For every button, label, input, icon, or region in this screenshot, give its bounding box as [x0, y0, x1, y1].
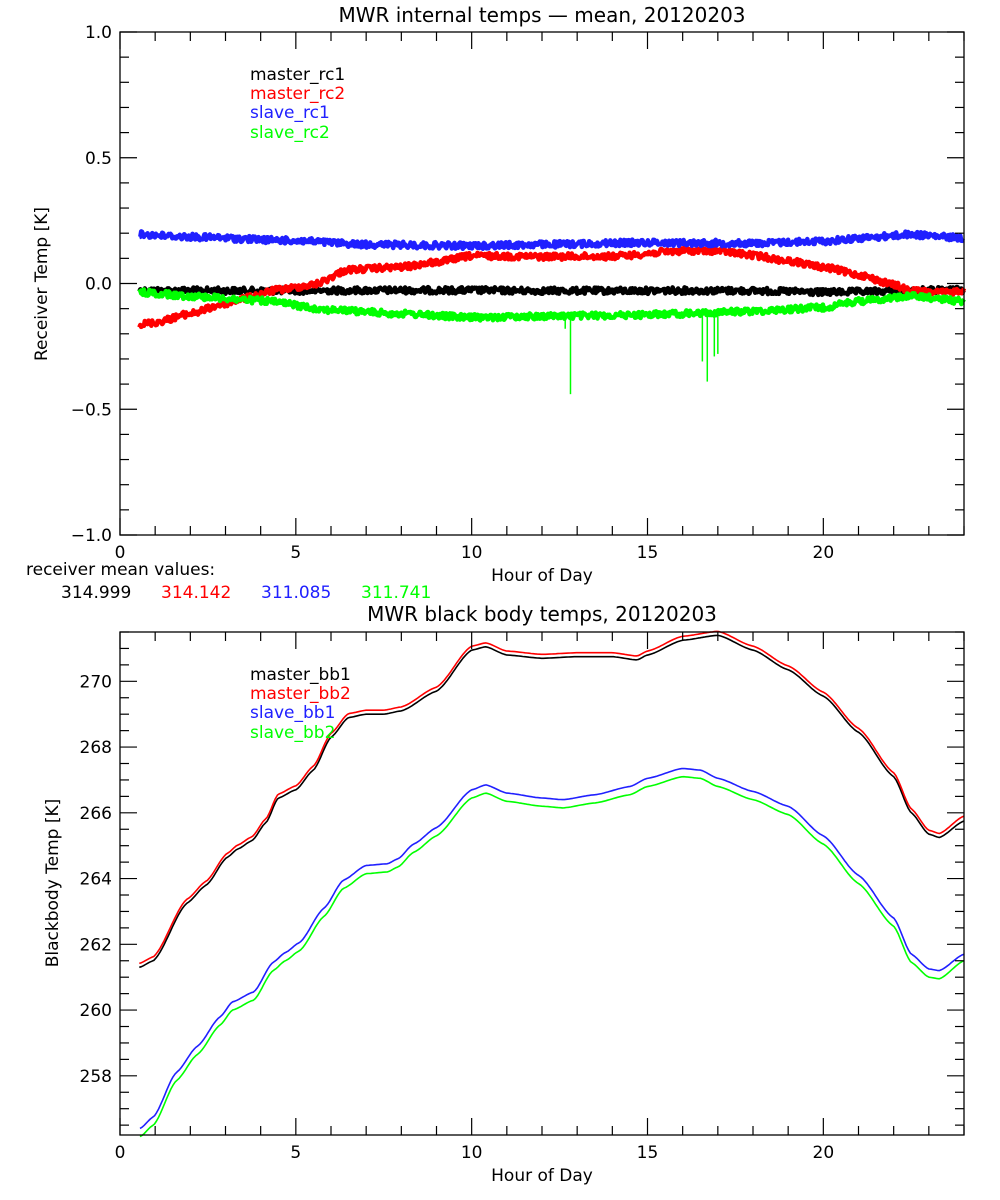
x-axis-label: Hour of Day — [491, 566, 593, 586]
legend: master_rc1 master_rc2 slave_rc1 slave_rc… — [250, 65, 345, 143]
y-tick-label: 262 — [80, 935, 112, 955]
series-line-slave-bb2 — [139, 775, 965, 1138]
legend-entry-master-bb2: master_bb2 — [250, 684, 351, 704]
legend-entry-slave-rc1: slave_rc1 — [250, 103, 330, 123]
legend: master_bb1 master_bb2 slave_bb1 slave_bb… — [250, 665, 351, 743]
y-tick-label: 0.5 — [85, 149, 112, 169]
series-line-slave-bb1 — [139, 767, 965, 1130]
series-line-master-rc2 — [137, 245, 967, 330]
x-axis-label: Hour of Day — [491, 1166, 593, 1186]
x-tick-label: 5 — [290, 543, 301, 563]
mean-value-master-rc1: 314.999 — [61, 583, 131, 603]
legend-entry-master-bb1: master_bb1 — [250, 665, 351, 685]
series-group — [139, 630, 965, 1138]
y-tick-label: 0.0 — [85, 275, 112, 295]
legend-entry-slave-bb2: slave_bb2 — [250, 723, 335, 743]
y-tick-label: 258 — [80, 1067, 112, 1087]
y-tick-label: 1.0 — [85, 23, 112, 43]
mean-value-slave-rc2: 311.741 — [361, 583, 431, 603]
y-tick-label: 264 — [80, 870, 112, 890]
series-line-slave-rc1 — [138, 229, 966, 252]
axes — [119, 631, 965, 1136]
tick-labels: 0 5 10 15 20 −1.0 −0.5 0.0 0.5 1.0 — [71, 23, 834, 563]
mean-value-slave-rc1: 311.085 — [261, 583, 331, 603]
x-tick-label: 20 — [813, 1143, 835, 1163]
axes — [119, 31, 965, 536]
series-line-master-bb1 — [139, 634, 965, 969]
chart-title: MWR black body temps, 20120203 — [367, 602, 717, 626]
series-line-master-bb2 — [139, 630, 965, 965]
x-tick-label: 5 — [290, 1143, 301, 1163]
x-tick-label: 0 — [115, 543, 126, 563]
x-tick-label: 0 — [115, 1143, 126, 1163]
series-line-slave-rc2 — [137, 287, 966, 323]
mean-values-label: receiver mean values: — [26, 560, 215, 580]
chart-title: MWR internal temps — mean, 20120203 — [338, 3, 745, 27]
plot-frame — [119, 631, 965, 1136]
legend-entry-master-rc1: master_rc1 — [250, 65, 345, 85]
x-tick-label: 15 — [637, 543, 659, 563]
plot-frame — [119, 31, 965, 536]
y-tick-label: 266 — [80, 804, 112, 824]
x-tick-label: 20 — [813, 543, 835, 563]
y-axis-label: Receiver Temp [K] — [32, 207, 52, 361]
y-tick-label: 270 — [80, 672, 112, 692]
y-tick-label: 268 — [80, 738, 112, 758]
mean-values-annotation: receiver mean values: 314.999 314.142 31… — [26, 560, 431, 603]
chart-blackbody-temps: MWR black body temps, 20120203 0 5 10 15 20 2… — [43, 602, 965, 1186]
series-line-master-rc1 — [137, 284, 966, 298]
y-tick-label: −1.0 — [71, 526, 112, 546]
x-tick-label: 10 — [461, 543, 483, 563]
y-tick-label: 260 — [80, 1001, 112, 1021]
mean-value-master-rc2: 314.142 — [161, 583, 231, 603]
chart-receiver-temps: MWR internal temps — mean, 20120203 0 5 10… — [26, 3, 967, 603]
tick-labels: 0 5 10 15 20 258 260 262 264 266 268 270 — [80, 672, 835, 1163]
legend-entry-master-rc2: master_rc2 — [250, 84, 345, 104]
legend-entry-slave-rc2: slave_rc2 — [250, 123, 330, 143]
y-axis-label: Blackbody Temp [K] — [43, 799, 63, 968]
y-tick-label: −0.5 — [71, 400, 112, 420]
x-tick-label: 10 — [461, 1143, 483, 1163]
legend-entry-slave-bb1: slave_bb1 — [250, 703, 335, 723]
series-group — [137, 229, 967, 395]
x-tick-label: 15 — [637, 1143, 659, 1163]
